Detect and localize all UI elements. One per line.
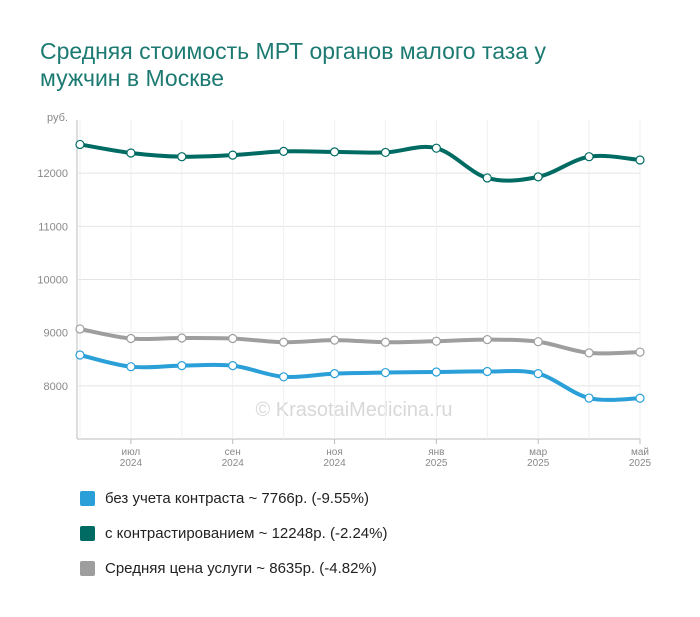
legend-label: с контрастированием ~ 12248р. (-2.24%): [105, 525, 388, 542]
y-tick-label: 10000: [37, 275, 68, 287]
point: [533, 369, 543, 379]
series-line: [79, 142, 641, 183]
point: [380, 337, 391, 347]
point: [635, 393, 645, 403]
point: [635, 347, 645, 357]
point: [177, 333, 187, 343]
legend-entry: с контрастированием ~ 12248р. (-2.24%): [80, 525, 387, 542]
y-tick-label: 12000: [37, 168, 68, 180]
watermark: © KrasotaiMedicina.ru: [255, 399, 452, 421]
point: [533, 337, 543, 347]
point: [228, 361, 238, 371]
point: [635, 155, 645, 165]
y-axis-label: руб.: [47, 112, 68, 124]
point: [75, 350, 85, 360]
point: [228, 333, 238, 344]
x-tick-label: янв 2025: [425, 447, 448, 469]
point: [380, 147, 391, 158]
point: [279, 146, 289, 156]
x-tick-label: ноя 2024: [323, 447, 346, 469]
point: [380, 367, 391, 378]
point: [329, 369, 340, 379]
point: [329, 335, 340, 345]
legend-label: Средняя цена услуги ~ 8635р. (-4.82%): [105, 560, 377, 577]
point: [584, 393, 594, 403]
legend-swatch: [80, 526, 95, 541]
y-tick-label: 9000: [44, 328, 68, 340]
legend-swatch: [80, 561, 95, 576]
point: [126, 362, 136, 372]
point: [228, 150, 238, 160]
legend-entry: без учета контраста ~ 7766р. (-9.55%): [80, 490, 369, 507]
point: [584, 152, 594, 162]
point: [482, 334, 492, 345]
x-tick-label: июл 2024: [119, 447, 143, 469]
x-tick-label: сен 2024: [221, 447, 244, 469]
legend-entry: Средняя цена услуги ~ 8635р. (-4.82%): [80, 560, 377, 577]
point: [126, 333, 136, 344]
chart-title: Средняя стоимость МРТ органов малого таз…: [40, 38, 546, 91]
point: [177, 152, 187, 162]
point: [279, 372, 289, 382]
legend-swatch: [80, 491, 95, 506]
point: [533, 172, 543, 182]
series-line: [79, 353, 641, 402]
point: [431, 143, 441, 153]
point: [126, 148, 136, 158]
point: [584, 348, 594, 358]
legend-label: без учета контраста ~ 7766р. (-9.55%): [105, 490, 369, 507]
point: [75, 324, 85, 334]
point: [329, 147, 340, 157]
point: [482, 366, 492, 377]
point: [279, 337, 289, 347]
point: [482, 173, 492, 183]
y-tick-label: 8000: [44, 381, 68, 393]
point: [177, 361, 187, 371]
point: [75, 139, 85, 150]
point: [431, 367, 441, 377]
point: [431, 336, 441, 346]
x-tick-label: май 2025: [628, 447, 652, 469]
x-tick-label: мар 2025: [527, 447, 550, 469]
y-tick-label: 11000: [38, 221, 68, 233]
